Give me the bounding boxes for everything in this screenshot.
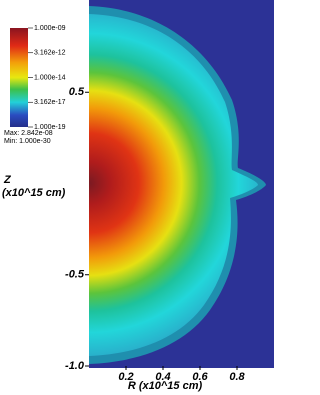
colorbar <box>10 28 28 127</box>
colorbar-tick-label: 3.162e-12 <box>34 50 66 57</box>
field <box>89 14 258 356</box>
y-tick-label: -0.5 <box>65 269 85 281</box>
colorbar-tick-label: 3.162e-17 <box>34 99 66 106</box>
colorbar-tick-label: 1.000e-09 <box>34 25 66 32</box>
page: {"chart_data": {"type": "field", "xlabel… <box>2 0 274 392</box>
x-tick-label: 0.4 <box>155 371 170 383</box>
y-axis-label: Z <box>3 174 12 186</box>
chart: Max: 2.842e-08 Min: 1.000e-30 R (x10^15 … <box>2 0 274 392</box>
y-tick-label: -1.0 <box>65 360 85 372</box>
x-tick-label: 0.8 <box>229 371 245 383</box>
colorbar-tick-label: 1.000e-19 <box>34 124 66 131</box>
y-tick-label: 0.5 <box>69 86 85 98</box>
x-axis-label: R (x10^15 cm) <box>128 380 203 392</box>
colorbar-tick-label: 1.000e-14 <box>34 74 66 81</box>
colorbar-max: Max: 2.842e-08 <box>4 130 53 137</box>
colorbar-min: Min: 1.000e-30 <box>4 138 51 145</box>
x-tick-label: 0.6 <box>192 371 208 383</box>
x-tick-label: 0.2 <box>118 371 133 383</box>
y-axis-label: (x10^15 cm) <box>2 187 66 199</box>
